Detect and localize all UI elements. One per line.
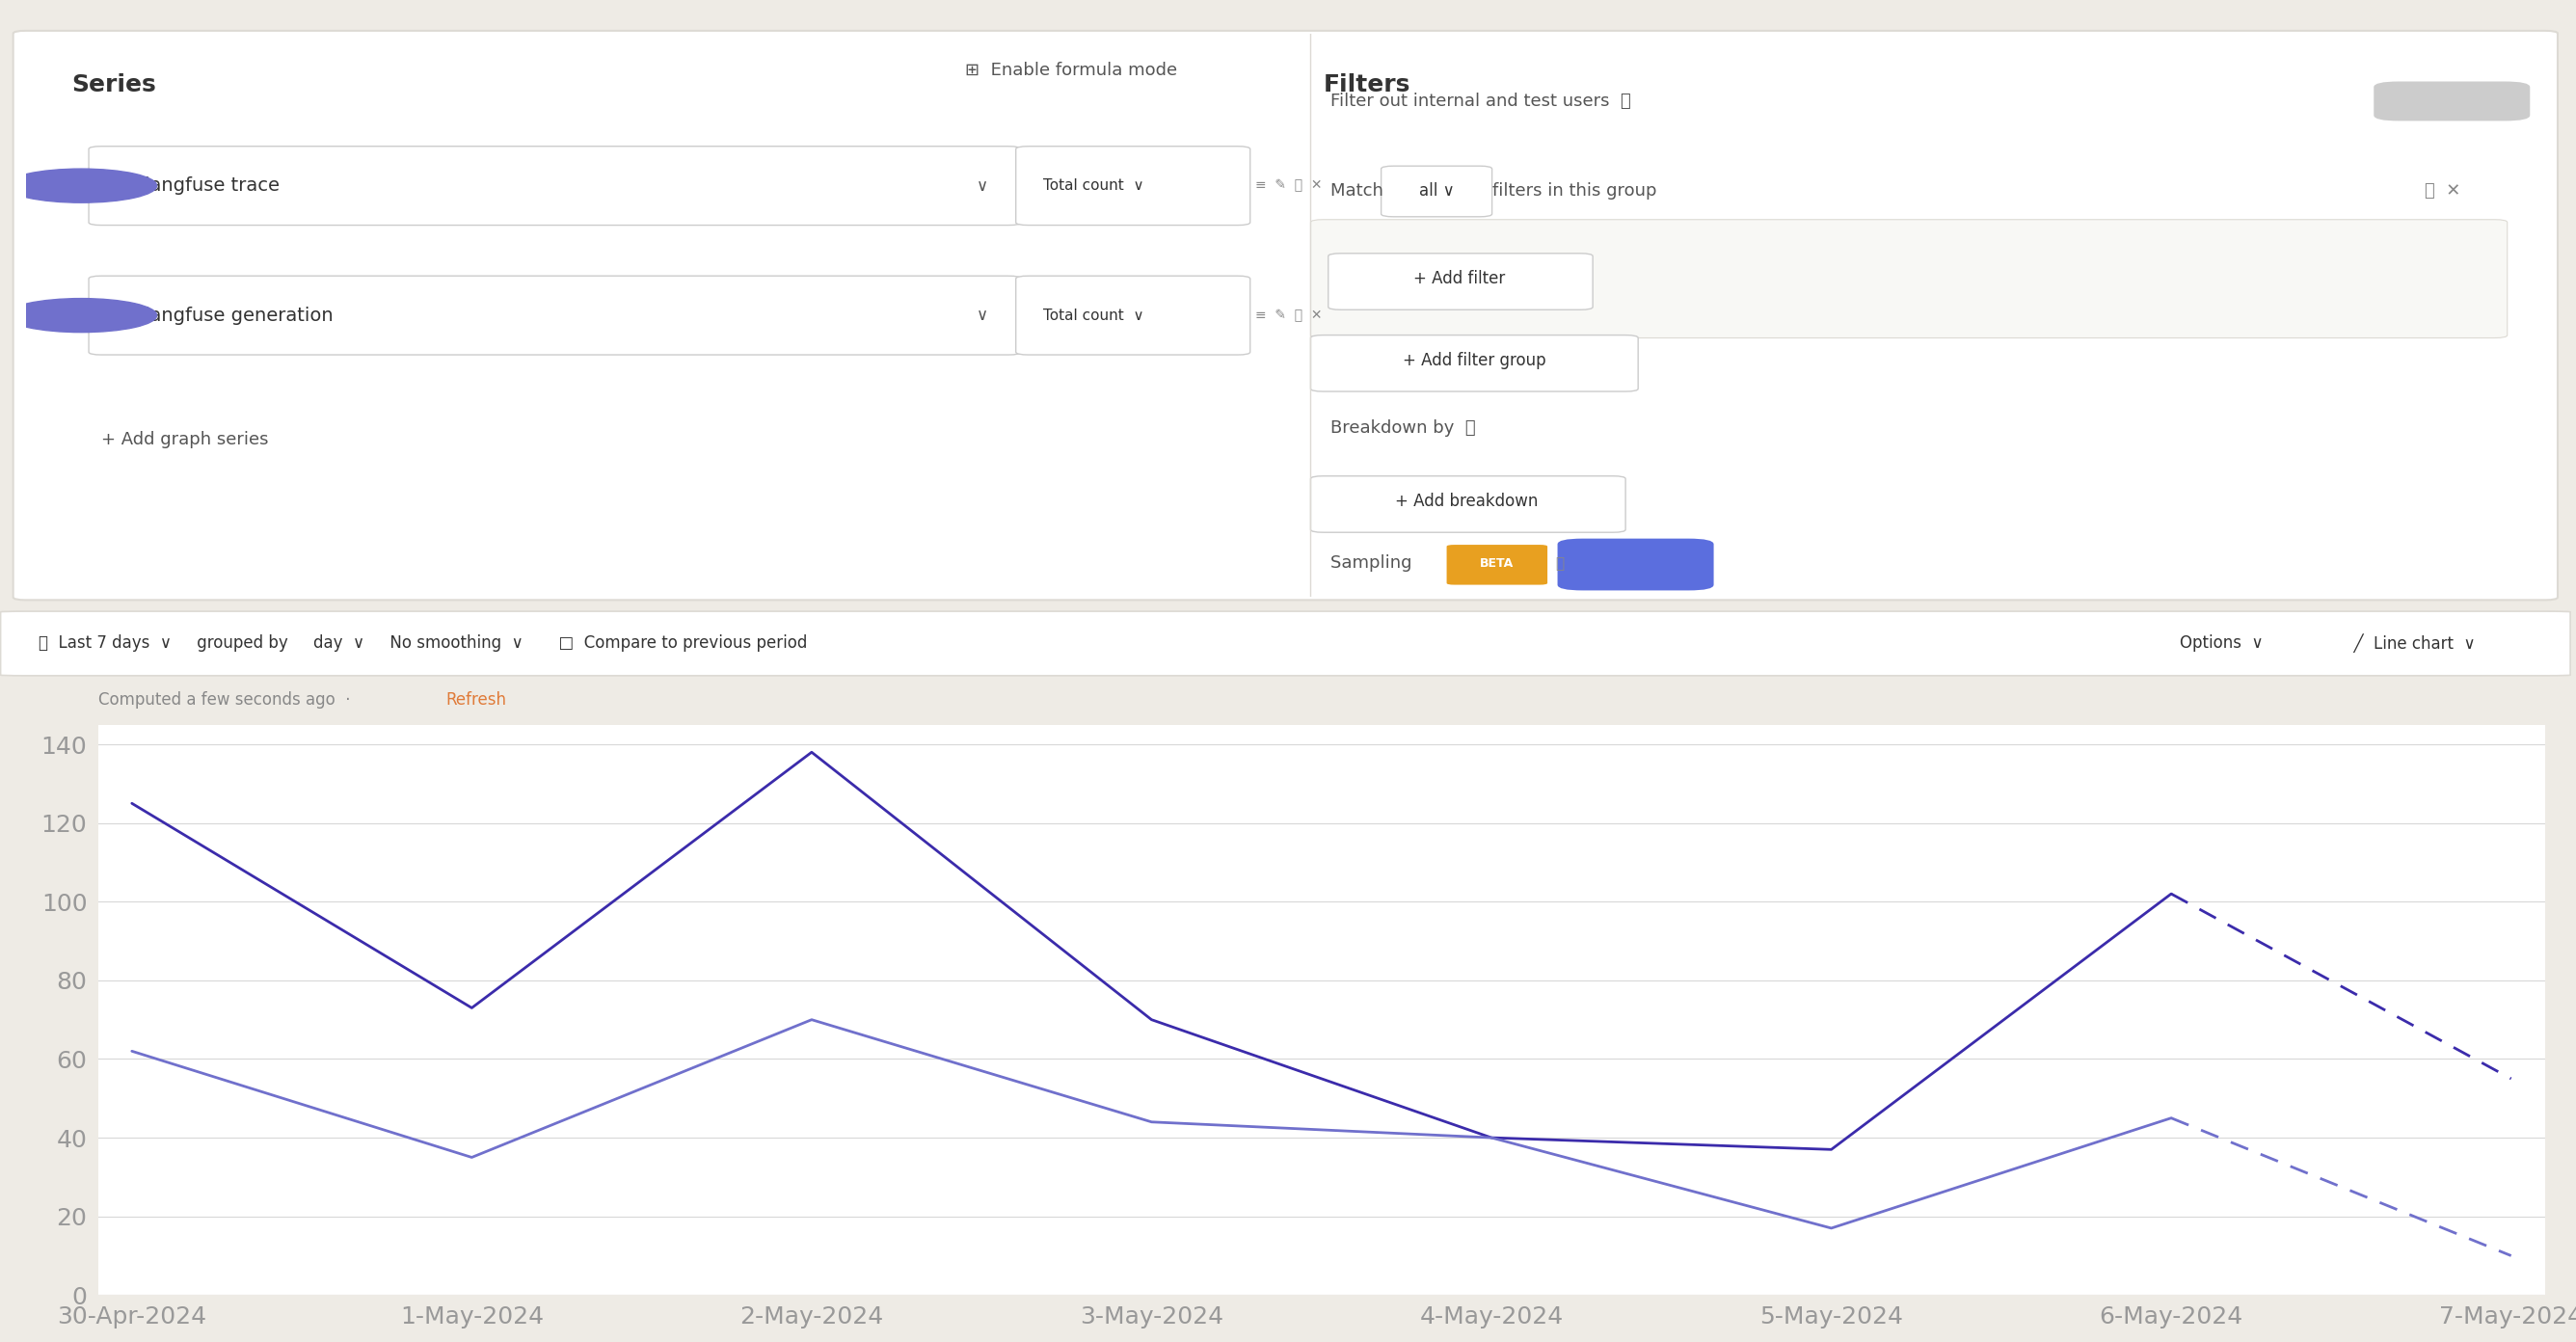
Text: Breakdown by  ⓘ: Breakdown by ⓘ — [1332, 420, 1476, 436]
Text: filters in this group: filters in this group — [1492, 183, 1656, 200]
Text: Refresh: Refresh — [446, 691, 507, 709]
Text: A: A — [75, 178, 88, 193]
FancyBboxPatch shape — [1329, 254, 1592, 310]
FancyBboxPatch shape — [13, 31, 2558, 600]
Text: + Add filter: + Add filter — [1414, 270, 1504, 287]
FancyBboxPatch shape — [1558, 538, 1713, 590]
Circle shape — [5, 169, 157, 203]
FancyBboxPatch shape — [0, 612, 2571, 675]
FancyBboxPatch shape — [1015, 146, 1249, 225]
Text: ≡  ✎  ⧉  ✕: ≡ ✎ ⧉ ✕ — [1255, 178, 1321, 192]
Text: Sampling: Sampling — [1332, 554, 1425, 572]
Circle shape — [5, 298, 157, 333]
Text: ≡  ✎  ⧉  ✕: ≡ ✎ ⧉ ✕ — [1255, 309, 1321, 322]
Text: Computed a few seconds ago  ·: Computed a few seconds ago · — [98, 691, 361, 709]
Text: B: B — [75, 309, 88, 322]
Text: Options  ∨: Options ∨ — [2179, 635, 2264, 652]
Text: ⊞  Enable formula mode: ⊞ Enable formula mode — [966, 62, 1177, 79]
Text: + Add breakdown: + Add breakdown — [1396, 493, 1538, 510]
Text: 🗓  Last 7 days  ∨     grouped by     day  ∨     No smoothing  ∨       □  Compare: 🗓 Last 7 days ∨ grouped by day ∨ No smoo… — [39, 635, 806, 652]
Text: ∨: ∨ — [976, 177, 989, 195]
FancyBboxPatch shape — [1311, 336, 1638, 392]
Text: all ∨: all ∨ — [1419, 183, 1455, 200]
Text: Series: Series — [72, 72, 155, 97]
Text: + Add graph series: + Add graph series — [100, 431, 268, 448]
FancyBboxPatch shape — [1311, 476, 1625, 533]
Text: BETA: BETA — [1481, 557, 1515, 569]
FancyBboxPatch shape — [1311, 220, 2506, 338]
Text: Match: Match — [1332, 183, 1394, 200]
FancyBboxPatch shape — [1448, 545, 1548, 585]
Text: ⓘ: ⓘ — [1556, 556, 1564, 570]
FancyBboxPatch shape — [1015, 276, 1249, 354]
Text: ∨: ∨ — [976, 307, 989, 323]
Text: Total count  ∨: Total count ∨ — [1043, 309, 1144, 322]
FancyBboxPatch shape — [2372, 82, 2530, 121]
Text: langfuse generation: langfuse generation — [144, 306, 332, 325]
Text: Total count  ∨: Total count ∨ — [1043, 178, 1144, 193]
Text: ⧉  ✕: ⧉ ✕ — [2424, 183, 2460, 200]
Text: Filter out internal and test users  ⓘ: Filter out internal and test users ⓘ — [1332, 93, 1631, 110]
Text: ╱  Line chart  ∨: ╱ Line chart ∨ — [2344, 633, 2476, 654]
FancyBboxPatch shape — [88, 146, 1020, 225]
Text: Filters: Filters — [1324, 72, 1409, 97]
FancyBboxPatch shape — [88, 276, 1020, 354]
Text: langfuse trace: langfuse trace — [144, 177, 278, 195]
Text: + Add filter group: + Add filter group — [1404, 352, 1546, 369]
FancyBboxPatch shape — [1381, 166, 1492, 216]
